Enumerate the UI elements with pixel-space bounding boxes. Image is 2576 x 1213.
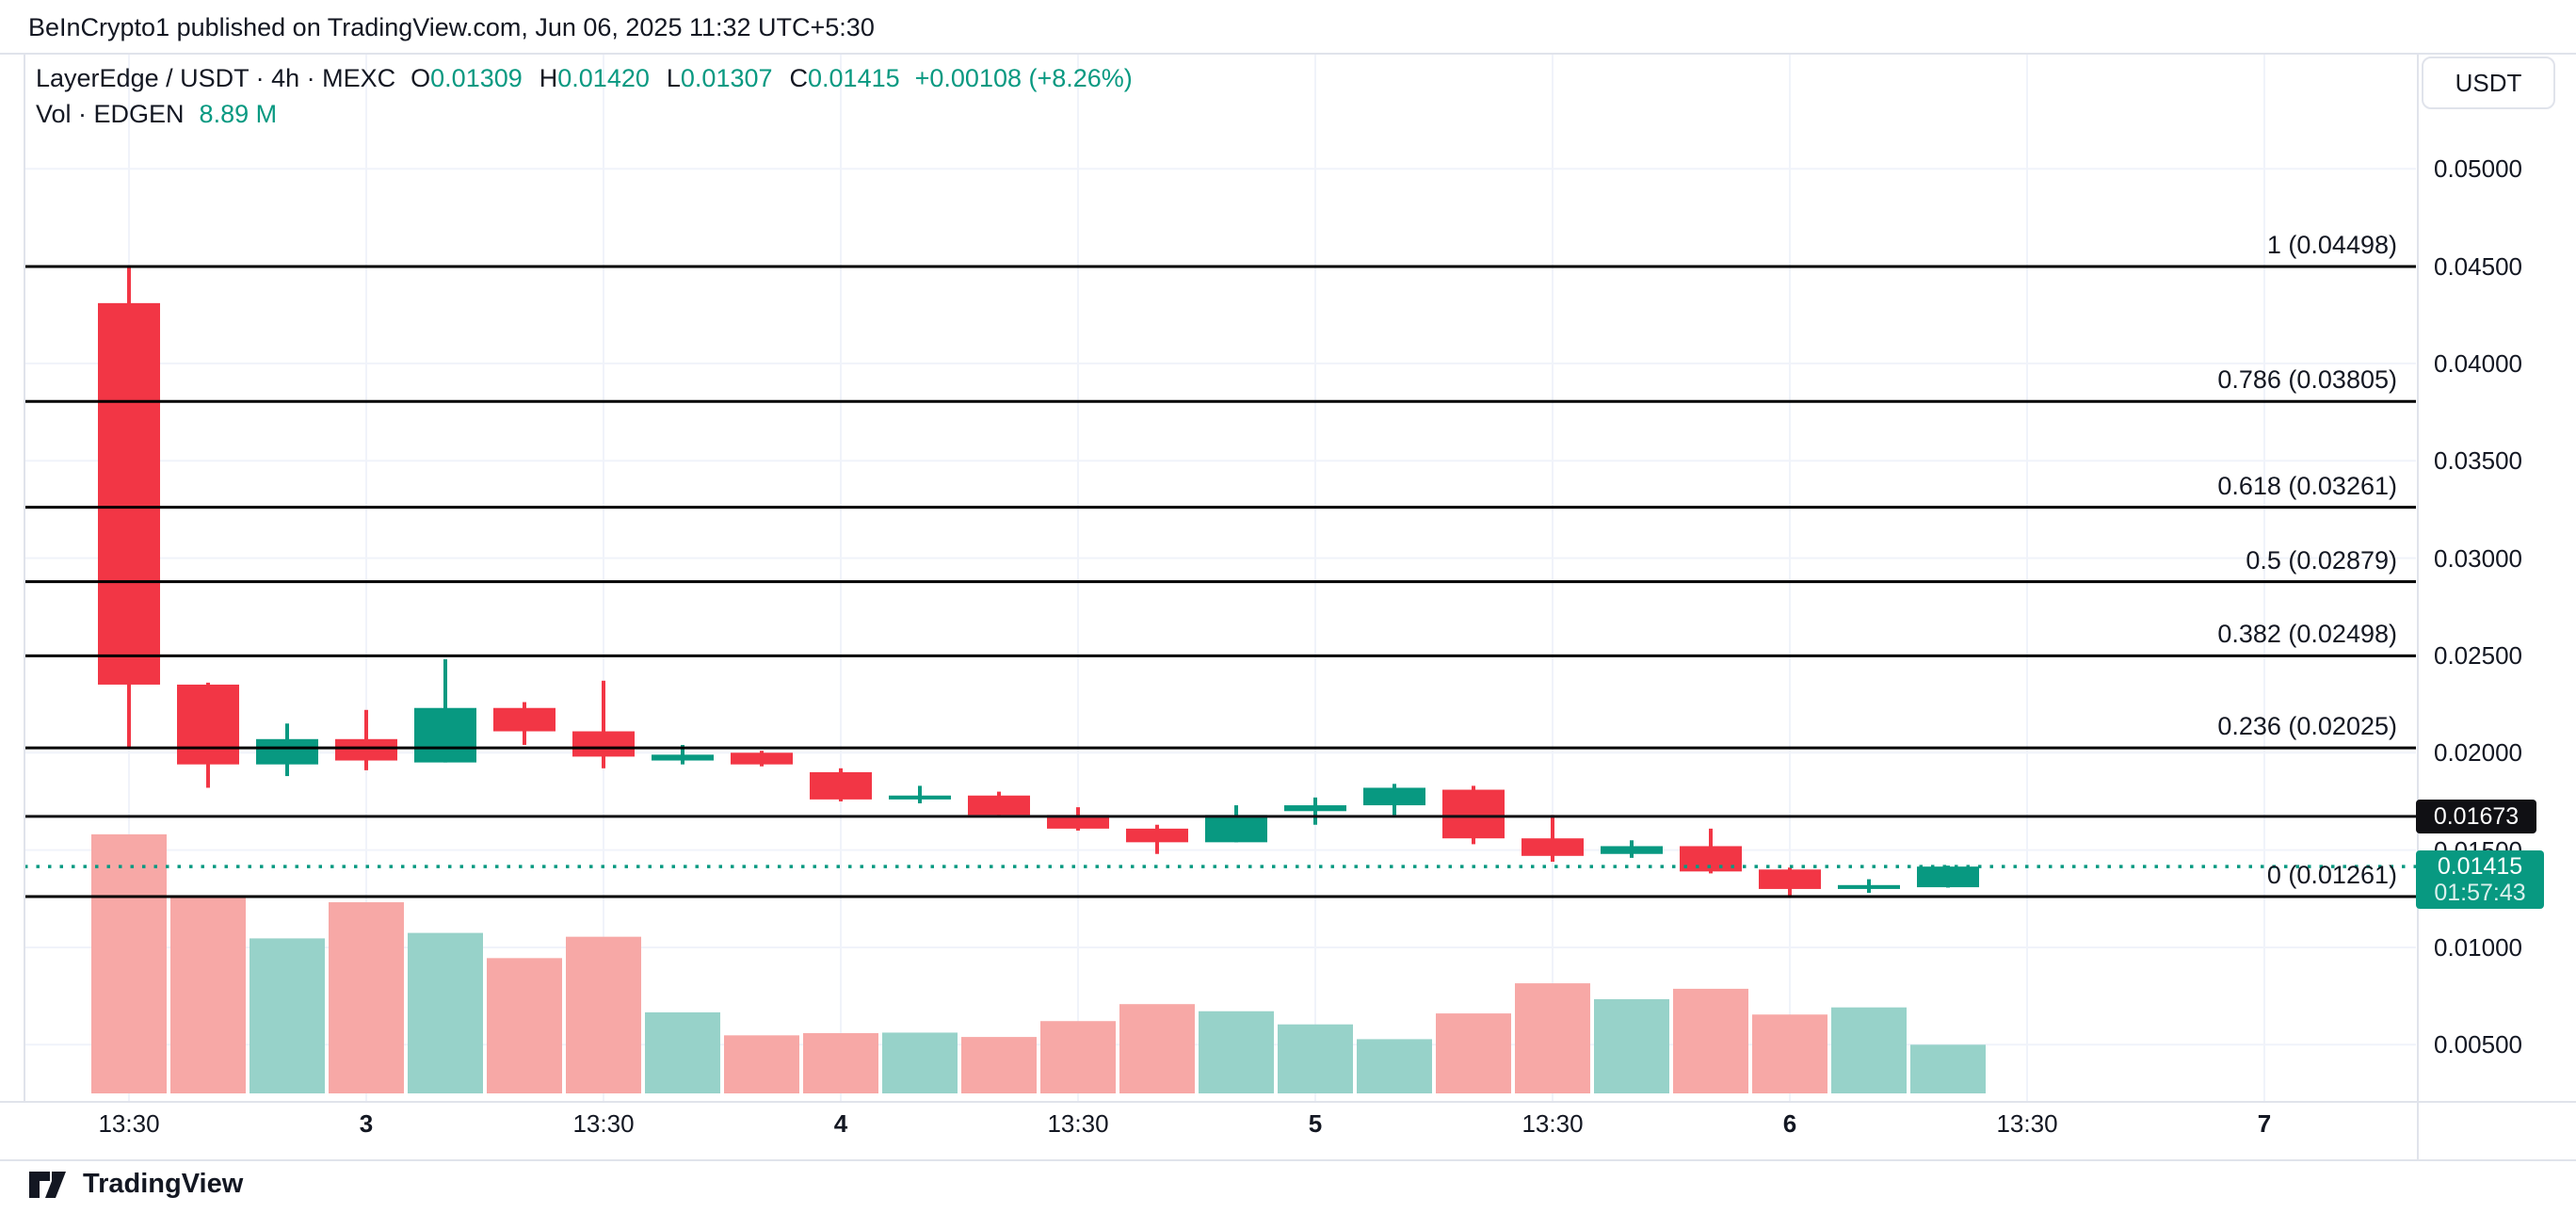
price-tag-black: 0.01673 (2416, 799, 2536, 833)
volume-bar (803, 1033, 878, 1093)
chart-legend: LayerEdge / USDT · 4h · MEXC O0.01309 H0.… (36, 60, 1133, 132)
candle-body (1838, 884, 1900, 889)
time-tick-label: 6 (1782, 1109, 1797, 1138)
ohlc-values: O0.01309 H0.01420 L0.01307 C0.01415 (411, 60, 899, 96)
price-tick-label: 0.00500 (2434, 1030, 2522, 1059)
volume-bar (1594, 998, 1669, 1093)
candle-body (177, 684, 239, 765)
candle-body (572, 731, 635, 757)
ohlc-pair: H0.01420 (539, 64, 650, 92)
candle-body (810, 771, 872, 800)
price-tick-label: 0.03500 (2434, 446, 2522, 476)
volume-bar (250, 938, 325, 1093)
candle-body (1759, 869, 1821, 889)
volume-bar (1199, 1011, 1274, 1093)
currency-toggle-button[interactable]: USDT (2422, 57, 2555, 109)
candle-body (1126, 828, 1188, 843)
candle-body (968, 795, 1030, 816)
price-tick-label: 0.02000 (2434, 738, 2522, 768)
time-tick-label: 13:30 (98, 1109, 160, 1138)
volume-bar (487, 958, 562, 1093)
last-price-value: 0.01415 (2437, 853, 2523, 881)
candle-body (1442, 789, 1505, 839)
volume-bar (1673, 988, 1748, 1093)
candle-body (1917, 866, 1979, 888)
ohlc-pair: O0.01309 (411, 64, 523, 92)
time-tick-label: 4 (833, 1109, 848, 1138)
volume-bar (1910, 1044, 1986, 1093)
time-tick-label: 5 (1308, 1109, 1323, 1138)
symbol-title: LayerEdge / USDT · 4h · MEXC (36, 64, 396, 92)
price-tick-label: 0.02500 (2434, 640, 2522, 670)
time-tick-label: 7 (2257, 1109, 2272, 1138)
volume-bar (1278, 1024, 1353, 1093)
candle-body (1047, 815, 1109, 829)
candle-body (1205, 815, 1267, 843)
fib-label: 1 (0.04498) (2266, 231, 2397, 259)
candle-body (1363, 787, 1425, 806)
time-tick-label: 13:30 (1521, 1109, 1584, 1138)
volume-value: 8.89 M (199, 100, 278, 128)
tradingview-brand-text: TradingView (83, 1168, 244, 1199)
bar-countdown: 01:57:43 (2434, 880, 2526, 907)
candle-body (1601, 846, 1663, 854)
price-tick-label: 0.04500 (2434, 251, 2522, 281)
volume-bar (1515, 983, 1590, 1093)
fib-label: 0.236 (0.02025) (2217, 712, 2397, 741)
price-tick-label: 0.05000 (2434, 154, 2522, 184)
time-tick-label: 13:30 (1047, 1109, 1109, 1138)
volume-bar (329, 902, 404, 1093)
volume-bar (645, 1011, 720, 1093)
candle-wick (918, 785, 922, 804)
ohlc-pair: C0.01415 (789, 64, 900, 92)
tradingview-logo-icon (29, 1172, 66, 1198)
volume-bar (91, 833, 167, 1093)
fib-label: 0.618 (0.03261) (2217, 471, 2397, 500)
volume-bar (724, 1035, 799, 1093)
attribution-text: BeInCrypto1 published on TradingView.com… (28, 13, 875, 41)
candle-body (335, 738, 397, 761)
volume-bar (882, 1032, 958, 1093)
change-value: +0.00108 (+8.26%) (914, 64, 1133, 92)
candle-body (889, 795, 951, 800)
time-tick-label: 13:30 (1996, 1109, 2058, 1138)
candle-wick (602, 680, 605, 768)
last-price-tag: 0.01415 01:57:43 (2416, 850, 2544, 910)
time-tick-label: 13:30 (572, 1109, 635, 1138)
price-tick-label: 0.01000 (2434, 932, 2522, 962)
volume-bar (961, 1037, 1037, 1093)
fib-label: 0 (0.01261) (2266, 861, 2397, 889)
fib-label: 0.786 (0.03805) (2217, 365, 2397, 395)
candle-body (414, 707, 476, 763)
volume-label: Vol · EDGEN (36, 100, 185, 128)
volume-bar (1040, 1021, 1116, 1093)
fib-label: 0.5 (0.02879) (2246, 545, 2397, 574)
legend-row-volume: Vol · EDGEN 8.89 M (36, 96, 1133, 132)
volume-bar (1436, 1013, 1511, 1093)
volume-bar (1357, 1039, 1432, 1093)
volume-bar (408, 932, 483, 1093)
volume-bar (170, 896, 246, 1093)
candle-body (1284, 805, 1346, 812)
ohlc-pair: L0.01307 (666, 64, 773, 92)
candle-wick (681, 745, 684, 765)
candle-body (731, 752, 793, 765)
volume-bar (566, 936, 641, 1093)
candle-body (256, 738, 318, 765)
time-tick-label: 3 (359, 1109, 374, 1138)
volume-bar (1752, 1014, 1827, 1093)
fib-label: 0.382 (0.02498) (2217, 620, 2397, 649)
candle-body (493, 707, 555, 732)
price-tick-label: 0.04000 (2434, 348, 2522, 378)
price-tick-label: 0.03000 (2434, 543, 2522, 573)
candle-body (1521, 838, 1584, 856)
volume-bar (1119, 1004, 1195, 1093)
volume-bar (1831, 1007, 1907, 1093)
candle-body (98, 302, 160, 685)
candle-body (652, 754, 714, 761)
tradingview-logo-link[interactable]: TradingView (28, 1168, 243, 1200)
legend-row-symbol: LayerEdge / USDT · 4h · MEXC O0.01309 H0.… (36, 60, 1133, 96)
